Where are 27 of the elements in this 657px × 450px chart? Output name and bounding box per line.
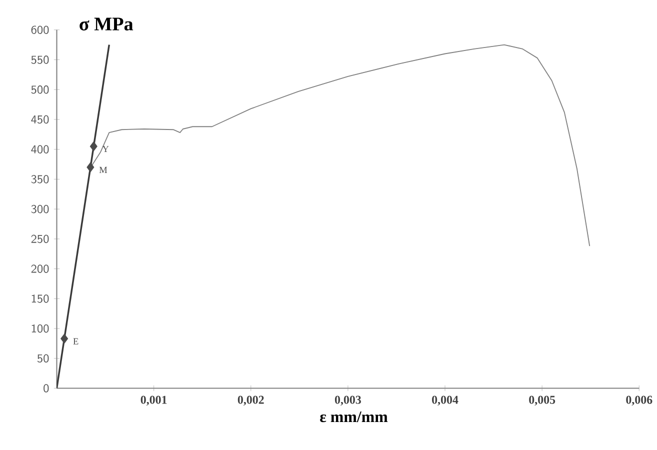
x-tick-label: 0,004 [432, 396, 458, 406]
y-tick-label: 450 [31, 115, 49, 124]
y-tick-label: 50 [37, 354, 49, 363]
y-tick-label: 400 [31, 145, 49, 154]
y-tick-label: 300 [31, 204, 49, 214]
annotation: E [73, 338, 78, 344]
y-tick-label: 250 [31, 234, 49, 244]
y-tick-label: 200 [31, 264, 49, 273]
x-tick-label: 0,005 [529, 396, 556, 406]
annotation: Y [102, 146, 109, 152]
point [60, 334, 68, 344]
y-tick-label: 150 [32, 294, 49, 303]
y-tick-label: 500 [31, 85, 49, 94]
x-axis-title: ε mm/mm [320, 412, 388, 422]
y-tick-label: 550 [31, 56, 49, 64]
y-tick-label: 0 [44, 384, 49, 392]
x-tick-label: 0,001 [140, 396, 167, 406]
y-axis-title: σ MPa [80, 18, 134, 30]
x-tick-label: 0,003 [334, 396, 361, 406]
x-tick-label: 0,006 [626, 396, 652, 406]
point [90, 141, 98, 152]
y-tick-label: 100 [32, 324, 49, 333]
point [86, 162, 94, 172]
y-tick-label: 350 [31, 175, 49, 184]
x-tick-label: 0,002 [238, 396, 264, 406]
y-tick-label: 600 [31, 26, 49, 34]
annotation: M [99, 166, 108, 173]
